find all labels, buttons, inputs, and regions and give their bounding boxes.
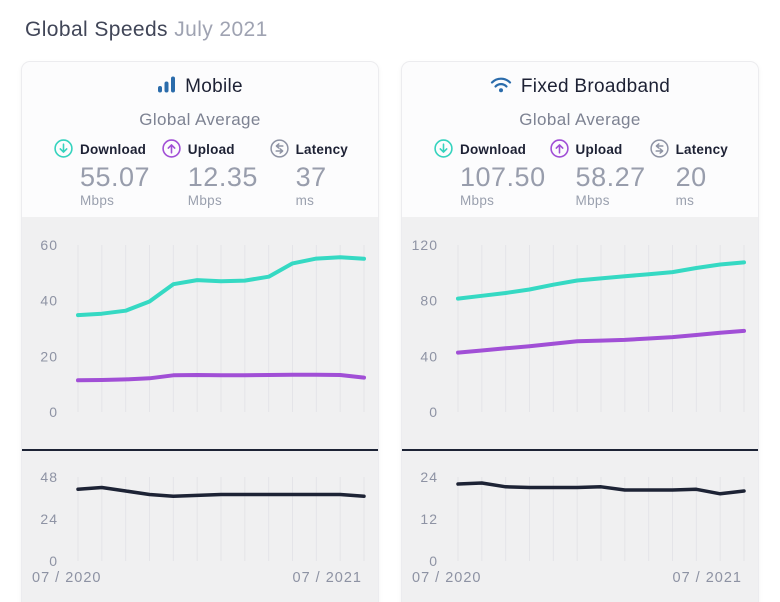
stat-unit: Mbps xyxy=(187,193,222,208)
latency-circle-icon xyxy=(269,138,289,161)
mobile-card: Mobile Global Average Download 55.07 xyxy=(22,62,378,602)
mobile-stats-row: Download 55.07 Mbps Upload xyxy=(22,130,378,209)
x-axis-end-label: 07 / 2021 xyxy=(292,570,362,586)
page-title-period: July 2021 xyxy=(174,18,268,41)
fixed-x-axis-labels: 07 / 2020 07 / 2021 xyxy=(402,565,758,587)
card-filler xyxy=(22,587,378,602)
mobile-download-stat: Download 55.07 Mbps xyxy=(54,138,151,209)
svg-text:48: 48 xyxy=(40,469,58,485)
chart-divider xyxy=(402,449,758,451)
svg-text:60: 60 xyxy=(40,237,58,253)
fixed-speed-chart[interactable]: 0 40 80 120 xyxy=(402,217,758,449)
stat-label: Download xyxy=(460,142,527,157)
stat-unit: Mbps xyxy=(460,193,495,208)
svg-text:0: 0 xyxy=(49,404,58,420)
svg-text:80: 80 xyxy=(420,293,438,309)
stat-label: Latency xyxy=(295,142,348,157)
stat-value: 55.07 xyxy=(80,162,151,192)
mobile-upload-stat: Upload 12.35 Mbps xyxy=(162,138,258,209)
page-title-main: Global Speeds xyxy=(25,18,168,41)
fixed-card-header: Fixed Broadband Global Average Download xyxy=(402,62,758,217)
mobile-latency-chart[interactable]: 0 24 48 xyxy=(22,451,378,569)
stat-value: 12.35 xyxy=(187,162,258,192)
svg-text:24: 24 xyxy=(40,511,58,527)
stat-value: 58.27 xyxy=(575,162,646,192)
svg-text:40: 40 xyxy=(40,293,58,309)
stat-unit: Mbps xyxy=(80,193,115,208)
svg-text:40: 40 xyxy=(420,348,438,364)
x-axis-start-label: 07 / 2020 xyxy=(412,570,482,586)
mobile-card-subtitle: Global Average xyxy=(139,110,261,129)
fixed-broadband-card: Fixed Broadband Global Average Download xyxy=(402,62,758,602)
stat-label: Latency xyxy=(675,142,728,157)
stat-label: Upload xyxy=(575,142,623,157)
svg-text:12: 12 xyxy=(420,511,438,527)
fixed-card-title: Fixed Broadband xyxy=(402,76,758,98)
x-axis-start-label: 07 / 2020 xyxy=(32,570,102,586)
mobile-signal-bars-icon xyxy=(157,76,176,99)
svg-text:0: 0 xyxy=(49,553,58,569)
mobile-card-header: Mobile Global Average Download 55.07 xyxy=(22,62,378,217)
stat-label: Download xyxy=(80,142,147,157)
stat-value: 107.50 xyxy=(460,162,546,192)
mobile-latency-stat: Latency 37 ms xyxy=(269,138,348,209)
fixed-latency-stat: Latency 20 ms xyxy=(649,138,728,209)
fixed-card-title-label: Fixed Broadband xyxy=(520,76,671,97)
download-circle-icon xyxy=(434,138,453,161)
mobile-speed-chart[interactable]: 0 20 40 60 xyxy=(22,217,378,449)
fixed-latency-chart[interactable]: 0 12 24 xyxy=(402,451,758,569)
mobile-card-title: Mobile xyxy=(22,76,378,98)
stat-unit: ms xyxy=(295,193,315,208)
chart-divider xyxy=(22,449,378,451)
card-filler xyxy=(402,587,758,602)
mobile-x-axis-labels: 07 / 2020 07 / 2021 xyxy=(22,565,378,587)
fixed-upload-stat: Upload 58.27 Mbps xyxy=(549,138,646,209)
x-axis-end-label: 07 / 2021 xyxy=(672,570,742,586)
stat-value: 20 xyxy=(675,162,707,192)
svg-text:24: 24 xyxy=(420,469,438,485)
fixed-stats-row: Download 107.50 Mbps Upload xyxy=(402,130,758,209)
stat-value: 37 xyxy=(295,162,327,192)
fixed-card-subtitle: Global Average xyxy=(519,110,641,129)
svg-text:20: 20 xyxy=(40,348,58,364)
svg-text:120: 120 xyxy=(412,237,438,253)
page-title: Global Speeds July 2021 xyxy=(0,0,780,44)
mobile-card-title-label: Mobile xyxy=(185,76,243,97)
wifi-icon xyxy=(490,76,512,99)
upload-circle-icon xyxy=(162,138,181,161)
upload-circle-icon xyxy=(549,138,569,161)
stat-label: Upload xyxy=(187,142,235,157)
fixed-download-stat: Download 107.50 Mbps xyxy=(434,138,546,209)
stat-unit: Mbps xyxy=(575,193,610,208)
download-circle-icon xyxy=(54,138,73,161)
speed-cards-row: Mobile Global Average Download 55.07 xyxy=(22,62,758,602)
latency-circle-icon xyxy=(649,138,669,161)
stat-unit: ms xyxy=(675,193,695,208)
svg-text:0: 0 xyxy=(429,404,438,420)
svg-text:0: 0 xyxy=(429,553,438,569)
